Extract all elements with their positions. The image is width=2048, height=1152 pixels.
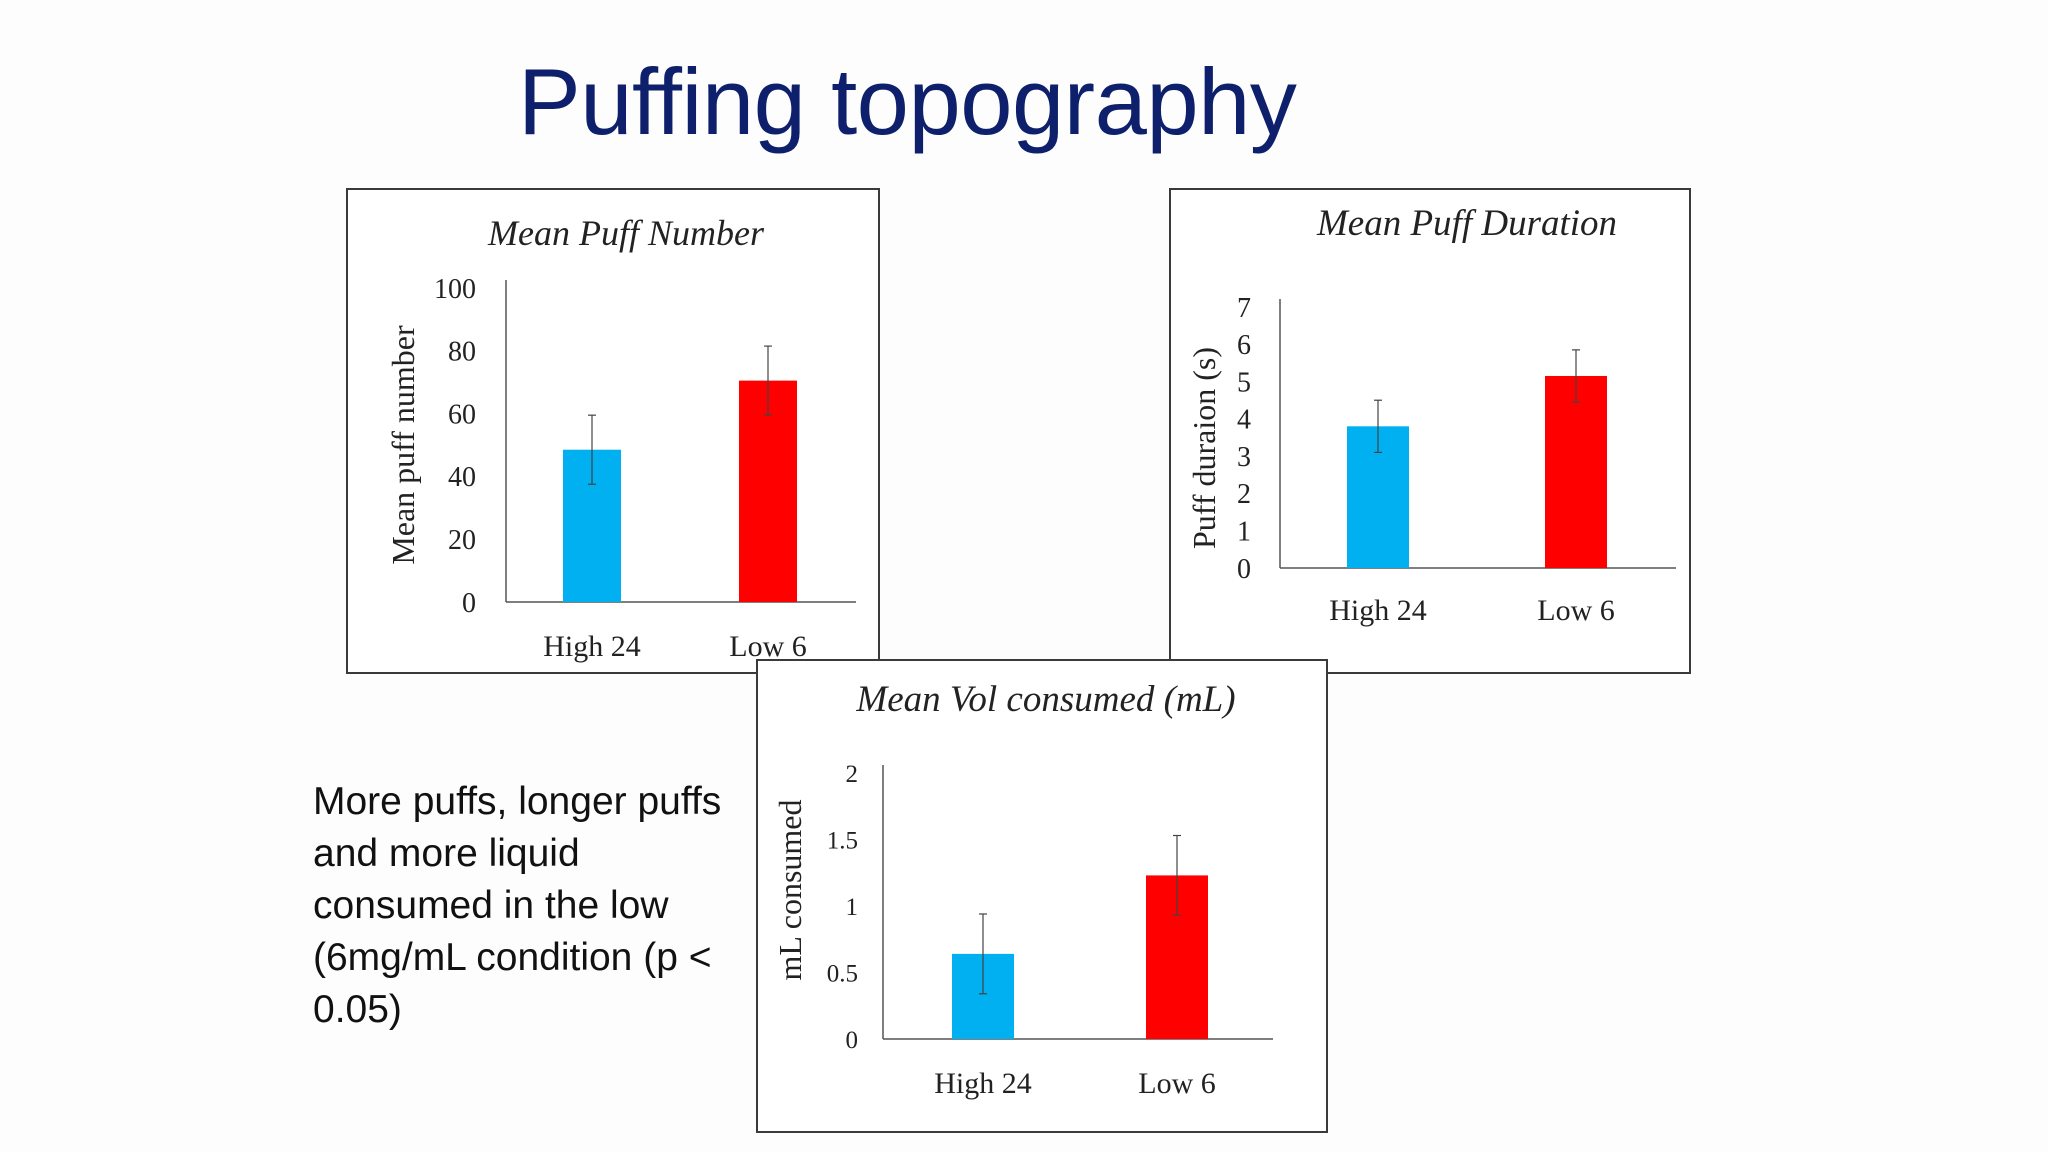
y-axis-label: mL consumed [772,800,808,981]
y-tick-label: 1 [846,894,859,921]
x-category-label: High 24 [543,630,641,663]
y-axis-label: Puff duraion (s) [1186,347,1222,549]
chart-title: Mean Puff Number [487,213,765,253]
y-tick-label: 60 [448,399,476,430]
bar-low-6 [1545,375,1607,568]
x-category-label: Low 6 [1537,594,1615,627]
slide-title: Puffing topography [518,49,1297,154]
y-tick-label: 0.5 [827,960,858,987]
y-tick-label: 4 [1237,405,1251,436]
y-tick-label: 0 [846,1027,859,1054]
chart-title: Mean Puff Duration [1316,203,1617,244]
y-tick-label: 5 [1237,367,1251,398]
y-tick-label: 20 [448,525,476,556]
x-category-label: High 24 [1329,594,1427,627]
y-axis-label: Mean puff number [385,325,421,565]
x-category-label: Low 6 [729,630,807,663]
y-tick-label: 7 [1237,293,1251,324]
y-tick-label: 100 [434,274,476,305]
bar-low-6 [739,380,797,602]
chart-mean-vol-consumed: Mean Vol consumed (mL) mL consumed 0 0.5 1 1.… [756,659,1328,1133]
y-tick-label: 6 [1237,330,1251,361]
chart-svg: Mean Puff Duration Puff duraion (s) 0 1 2 3 4 5… [1186,203,1676,627]
y-tick-label: 0 [462,588,476,619]
y-tick-label: 3 [1237,442,1251,473]
chart-mean-puff-number: Mean Puff Number Mean puff number 0 20 40 60 8… [346,188,880,674]
chart-svg: Mean Vol consumed (mL) mL consumed 0 0.5 1 1.… [772,679,1273,1100]
chart-title: Mean Vol consumed (mL) [855,679,1235,720]
x-category-label: High 24 [934,1067,1032,1100]
y-tick-label: 40 [448,462,476,493]
x-category-label: Low 6 [1138,1067,1216,1100]
y-tick-label: 1 [1237,517,1251,548]
y-tick-label: 2 [846,761,859,788]
chart-mean-puff-duration: Mean Puff Duration Puff duraion (s) 0 1 2 3 4 5… [1169,188,1691,674]
y-tick-label: 0 [1237,554,1251,585]
y-tick-label: 2 [1237,479,1251,510]
y-tick-label: 1.5 [827,827,858,854]
summary-text: More puffs, longer puffs and more liquid… [313,780,722,1031]
y-tick-label: 80 [448,337,476,368]
chart-svg: Mean Puff Number Mean puff number 0 20 40 60 8… [385,213,856,663]
